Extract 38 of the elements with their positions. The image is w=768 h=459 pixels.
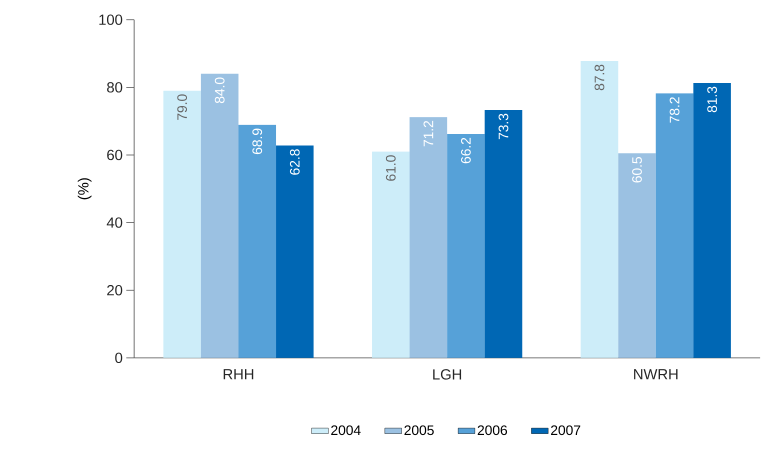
data-label: 81.3	[707, 86, 717, 112]
bar	[238, 124, 276, 358]
y-tick-label: 100	[99, 14, 122, 25]
bar	[484, 110, 522, 358]
data-label: 68.9	[252, 128, 262, 154]
y-tick-label: 20	[107, 284, 122, 296]
legend-label: 2005	[404, 425, 434, 435]
bar	[618, 153, 656, 358]
bar	[410, 116, 448, 358]
bar	[447, 134, 485, 358]
data-label: 78.2	[670, 97, 680, 122]
legend-label: 2006	[478, 425, 508, 435]
bar	[200, 74, 238, 358]
x-tick-label: RHH	[224, 368, 254, 380]
data-label: 87.8	[594, 64, 604, 90]
y-tick-label: 80	[107, 82, 122, 92]
y-axis-title: (%)	[78, 178, 92, 200]
x-tick-label: LGH	[433, 368, 462, 380]
bar	[693, 82, 731, 358]
data-label: 61.0	[386, 155, 396, 181]
bar	[276, 145, 314, 358]
y-tick-label: 40	[106, 217, 122, 228]
data-label: 66.2	[461, 138, 471, 164]
data-label: 84.0	[214, 77, 225, 103]
y-tick-label: 60	[107, 150, 122, 160]
bar	[580, 60, 618, 358]
data-label: 73.3	[498, 114, 508, 139]
x-tick-label: NWRH	[634, 368, 678, 380]
legend-label: 2004	[331, 425, 361, 435]
bar	[372, 151, 410, 358]
legend-label: 2007	[551, 425, 580, 435]
y-tick-label: 0	[115, 352, 122, 363]
data-label: 62.8	[290, 149, 300, 175]
data-label: 60.5	[632, 156, 642, 182]
data-label: 79.0	[177, 94, 188, 120]
bar	[163, 90, 201, 358]
data-label: 71.2	[424, 120, 434, 146]
bar	[656, 93, 694, 358]
